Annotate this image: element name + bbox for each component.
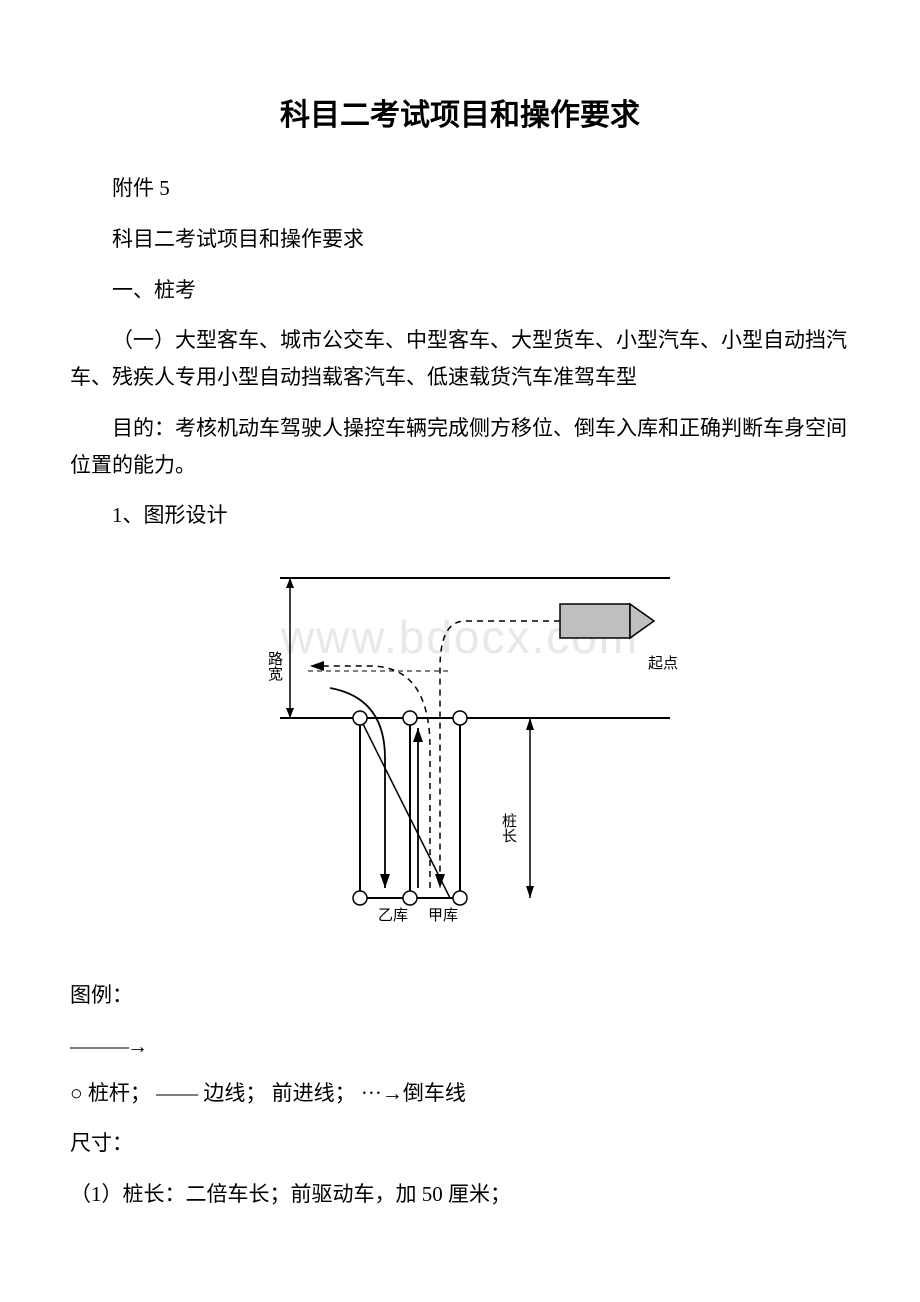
- size-title: 尺寸：: [70, 1125, 850, 1162]
- legend-arrow-line: ———→: [70, 1028, 850, 1065]
- paragraph-vehicle-types: （一）大型客车、城市公交车、中型客车、大型货车、小型汽车、小型自动挡汽车、残疾人…: [70, 322, 850, 396]
- size-item-1: （1）桩长：二倍车长；前驱动车，加 50 厘米；: [70, 1176, 850, 1213]
- label-start: 起点: [648, 655, 678, 672]
- paragraph-figure-design: 1、图形设计: [70, 497, 850, 534]
- paragraph-purpose: 目的：考核机动车驾驶人操控车辆完成侧方移位、倒车入库和正确判断车身空间位置的能力…: [70, 410, 850, 484]
- page-title: 科目二考试项目和操作要求: [70, 90, 850, 134]
- appendix-label: 附件 5: [70, 170, 850, 207]
- parking-diagram: 路宽 起点: [230, 548, 690, 948]
- subtitle-heading: 科目二考试项目和操作要求: [70, 221, 850, 258]
- label-road-width: 路宽: [266, 651, 283, 682]
- legend-symbols: ○ 桩杆； —— 边线； 前进线； ···→倒车线: [70, 1075, 850, 1112]
- diagram-container: 路宽 起点: [70, 548, 850, 953]
- legend-title: 图例：: [70, 977, 850, 1014]
- label-bay-a: 甲库: [428, 907, 458, 924]
- section-heading-1: 一、桩考: [70, 272, 850, 309]
- label-pile-length: 桩长: [500, 813, 517, 843]
- label-bay-b: 乙库: [378, 907, 408, 924]
